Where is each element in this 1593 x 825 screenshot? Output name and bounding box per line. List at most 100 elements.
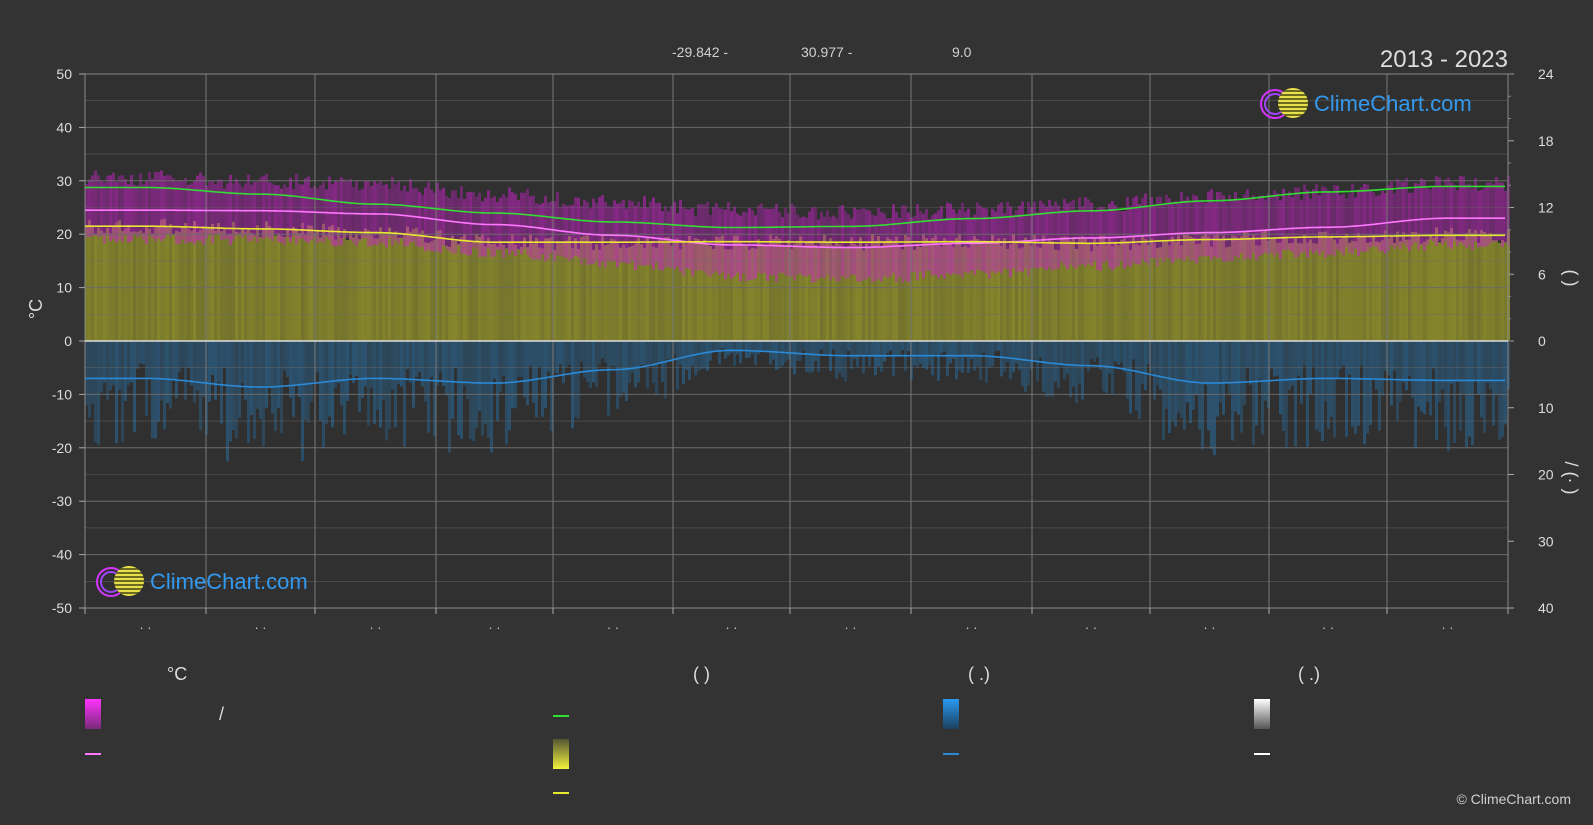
logo-bottom[interactable]: ClimeChart.com	[94, 564, 308, 600]
sunshine-strip	[664, 237, 667, 341]
precip-strip	[292, 341, 295, 417]
temp-range-strip	[808, 211, 811, 275]
y-left-tick-label: 50	[56, 66, 72, 82]
temp-range-strip	[196, 175, 199, 241]
temp-range-strip	[607, 205, 610, 262]
sunshine-strip	[214, 230, 217, 341]
temp-range-strip	[187, 184, 190, 242]
temp-range-strip	[283, 184, 286, 246]
sunshine-strip	[1375, 241, 1378, 341]
precip-strip	[142, 341, 145, 365]
precip-strip	[601, 341, 604, 359]
sunshine-strip	[1297, 242, 1300, 341]
sunshine-strip	[526, 247, 529, 341]
precip-strip	[169, 341, 172, 409]
temp-range-strip	[223, 188, 226, 240]
temp-range-strip	[1249, 198, 1252, 259]
sunshine-strip	[610, 238, 613, 341]
temp-range-strip	[1465, 184, 1468, 249]
temp-range-strip	[310, 188, 313, 241]
sunshine-strip	[223, 228, 226, 341]
precip-strip	[343, 341, 346, 435]
temp-range-strip	[1459, 176, 1462, 243]
sunshine-strip	[1027, 243, 1030, 341]
precip-strip	[262, 341, 265, 447]
sunshine-strip	[316, 230, 319, 341]
temp-range-strip	[1189, 200, 1192, 261]
temp-range-strip	[148, 172, 151, 236]
x-tick-label: · ·	[254, 620, 266, 635]
precip-strip	[916, 341, 919, 368]
temp-range-strip	[151, 179, 154, 239]
precip-strip	[1006, 341, 1009, 362]
temp-range-strip	[1432, 185, 1435, 242]
sunshine-strip	[91, 226, 94, 341]
sunshine-strip	[490, 244, 493, 341]
precip-strip	[901, 341, 904, 351]
temp-range-strip	[121, 175, 124, 243]
sunshine-strip	[250, 232, 253, 341]
precip-strip	[298, 341, 301, 398]
sunshine-strip	[478, 236, 481, 341]
temp-range-strip	[1420, 178, 1423, 245]
sunshine-strip	[724, 249, 727, 341]
sunshine-strip	[283, 236, 286, 341]
sunshine-strip	[496, 246, 499, 341]
temp-range-strip	[757, 205, 760, 273]
sunshine-strip	[727, 249, 730, 341]
precip-strip	[856, 341, 859, 368]
sunshine-strip	[844, 247, 847, 341]
temp-range-strip	[913, 216, 916, 273]
sunshine-strip	[445, 245, 448, 341]
legend-swatch-precip	[943, 699, 959, 729]
temp-range-strip	[364, 180, 367, 238]
sunshine-strip	[817, 247, 820, 341]
temp-range-strip	[1435, 175, 1438, 246]
sunshine-strip	[169, 223, 172, 341]
precip-strip	[1249, 341, 1252, 385]
precip-strip	[238, 341, 241, 418]
sunshine-strip	[775, 236, 778, 341]
temp-range-strip	[1051, 205, 1054, 271]
temp-range-strip	[136, 185, 139, 238]
sunshine-strip	[865, 243, 868, 341]
temp-range-strip	[241, 187, 244, 238]
precip-strip	[1021, 341, 1024, 387]
temp-range-strip	[1474, 178, 1477, 242]
temp-range-strip	[487, 190, 490, 249]
temp-range-strip	[475, 196, 478, 250]
sunshine-strip	[1423, 241, 1426, 341]
legend-slash: /	[219, 704, 225, 724]
precip-strip	[1003, 341, 1006, 373]
temp-range-strip	[760, 203, 763, 274]
precip-strip	[1300, 341, 1303, 404]
sunshine-strip	[580, 236, 583, 341]
sunshine-strip	[814, 244, 817, 341]
sunshine-strip	[700, 242, 703, 341]
temp-range-strip	[670, 206, 673, 269]
sunshine-strip	[1018, 248, 1021, 341]
temp-range-strip	[931, 215, 934, 277]
temp-range-strip	[1168, 198, 1171, 259]
sunshine-strip	[1129, 249, 1132, 341]
sunshine-strip	[613, 239, 616, 341]
precip-strip	[751, 341, 754, 355]
sunshine-strip	[298, 233, 301, 341]
sunshine-strip	[586, 235, 589, 341]
sunshine-strip	[406, 226, 409, 341]
sunshine-strip	[289, 237, 292, 341]
temp-range-strip	[439, 190, 442, 253]
temp-range-strip	[577, 197, 580, 258]
sunshine-strip	[565, 240, 568, 341]
temp-range-strip	[1105, 210, 1108, 261]
precip-strip	[580, 341, 583, 362]
logo-top[interactable]: ClimeChart.com	[1258, 86, 1472, 122]
precip-strip	[472, 341, 475, 442]
precip-strip	[97, 341, 100, 445]
sunshine-strip	[1177, 235, 1180, 341]
sunshine-strip	[1381, 240, 1384, 341]
precip-strip	[706, 341, 709, 371]
sunshine-strip	[859, 237, 862, 341]
temp-range-strip	[649, 201, 652, 266]
precip-strip	[1231, 341, 1234, 441]
